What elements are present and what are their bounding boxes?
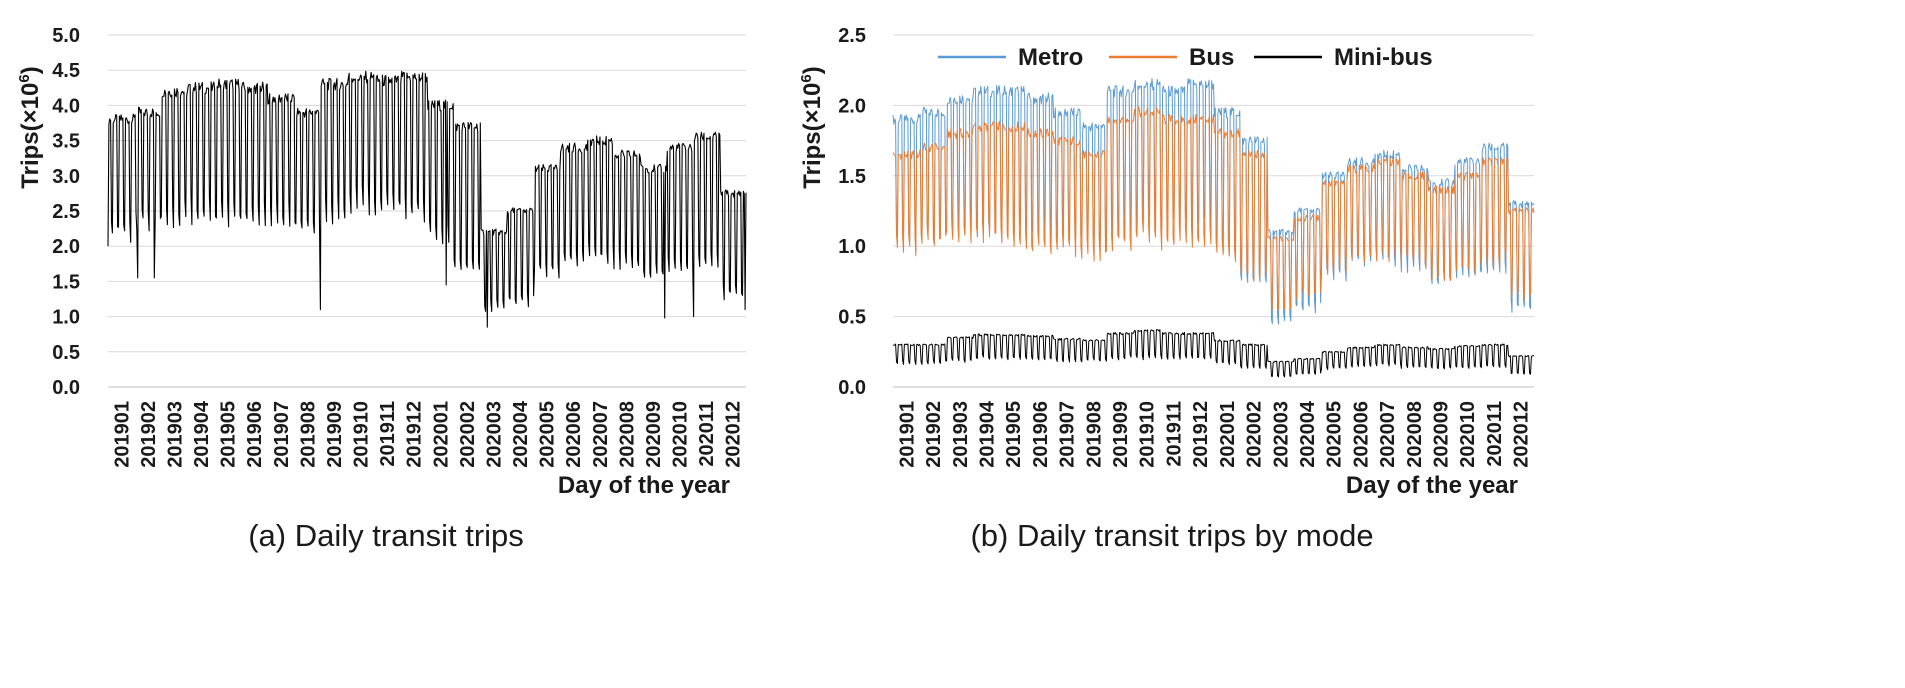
y-tick-label: 0.5	[838, 307, 866, 329]
x-tick-label: 201908	[297, 401, 319, 468]
x-tick-label: 201910	[351, 401, 373, 468]
y-tick-label: 4.0	[52, 95, 80, 117]
x-tick-label: 202008	[616, 401, 638, 468]
series-line-total	[107, 70, 747, 328]
legend-label: Mini-bus	[1334, 44, 1433, 71]
x-tick-label: 202012	[723, 401, 745, 468]
chart-caption: (a) Daily transit trips	[248, 518, 524, 553]
y-tick-label: 1.5	[52, 271, 80, 293]
y-tick-label: 2.0	[52, 236, 80, 258]
x-tick-label: 201908	[1083, 401, 1105, 468]
y-tick-label: 5.0	[52, 25, 80, 47]
x-tick-label: 201905	[1003, 401, 1025, 468]
legend-label: Bus	[1189, 44, 1234, 71]
x-tick-label: 201904	[976, 400, 998, 468]
y-tick-label: 3.0	[52, 166, 80, 188]
x-tick-label: 202011	[696, 401, 718, 467]
y-tick-label: 1.0	[838, 236, 866, 258]
x-tick-label: 201909	[1110, 401, 1132, 468]
x-axis-title: Day of the year	[1346, 472, 1518, 499]
x-tick-label: 202010	[670, 401, 692, 468]
x-tick-label: 201911	[1163, 401, 1185, 467]
y-tick-label: 0.5	[52, 342, 80, 364]
x-tick-label: 202001	[430, 401, 452, 468]
x-tick-label: 202011	[1484, 401, 1506, 467]
x-tick-label: 201902	[923, 401, 945, 468]
x-tick-label: 202005	[537, 401, 559, 468]
x-tick-label: 202006	[1350, 401, 1372, 468]
x-tick-label: 201907	[1057, 401, 1079, 468]
x-tick-label: 201903	[950, 401, 972, 468]
y-tick-label: 1.0	[52, 307, 80, 329]
y-tick-label: 0.0	[52, 377, 80, 399]
x-tick-label: 201905	[218, 401, 240, 468]
x-tick-label: 201901	[896, 401, 918, 468]
x-tick-label: 202005	[1324, 401, 1346, 468]
y-axis-title: Trips(×106)	[798, 66, 826, 188]
y-tick-label: 0.0	[838, 377, 866, 399]
x-tick-label: 202012	[1511, 401, 1533, 468]
x-tick-label: 202009	[1431, 401, 1453, 468]
y-tick-label: 3.5	[52, 131, 80, 153]
x-tick-label: 202002	[1244, 401, 1266, 468]
x-tick-label: 202004	[1297, 400, 1319, 468]
y-axis-title: Trips(×106)	[16, 66, 44, 188]
x-tick-label: 202007	[590, 401, 612, 468]
y-tick-label: 4.5	[52, 60, 80, 82]
x-axis-title: Day of the year	[558, 472, 730, 499]
chart-caption: (b) Daily transit trips by mode	[970, 518, 1373, 553]
x-tick-label: 202007	[1377, 401, 1399, 468]
legend-label: Metro	[1018, 44, 1083, 71]
x-tick-label: 201902	[138, 401, 160, 468]
x-tick-label: 201901	[111, 401, 133, 468]
series-line-bus	[892, 106, 1535, 311]
x-tick-label: 202006	[563, 401, 585, 468]
y-tick-label: 2.0	[838, 95, 866, 117]
x-tick-label: 201910	[1137, 401, 1159, 468]
x-tick-label: 201904	[191, 400, 213, 468]
x-tick-label: 202003	[1270, 401, 1292, 468]
x-tick-label: 202003	[483, 401, 505, 468]
x-tick-label: 201903	[164, 401, 186, 468]
x-tick-label: 201911	[377, 401, 399, 467]
x-tick-label: 201907	[271, 401, 293, 468]
x-tick-label: 201912	[404, 401, 426, 468]
y-tick-label: 2.5	[838, 25, 866, 47]
x-tick-label: 202008	[1404, 401, 1426, 468]
series-line-metro	[892, 77, 1535, 325]
x-tick-label: 201906	[244, 401, 266, 468]
y-tick-label: 1.5	[838, 166, 866, 188]
x-tick-label: 202002	[457, 401, 479, 468]
series-line-mini-bus	[892, 329, 1535, 378]
x-tick-label: 201912	[1190, 401, 1212, 468]
x-tick-label: 202001	[1217, 401, 1239, 468]
x-tick-label: 201906	[1030, 401, 1052, 468]
x-tick-label: 202010	[1457, 401, 1479, 468]
x-tick-label: 202009	[643, 401, 665, 468]
y-tick-label: 2.5	[52, 201, 80, 223]
x-tick-label: 201909	[324, 401, 346, 468]
x-tick-label: 202004	[510, 400, 532, 468]
